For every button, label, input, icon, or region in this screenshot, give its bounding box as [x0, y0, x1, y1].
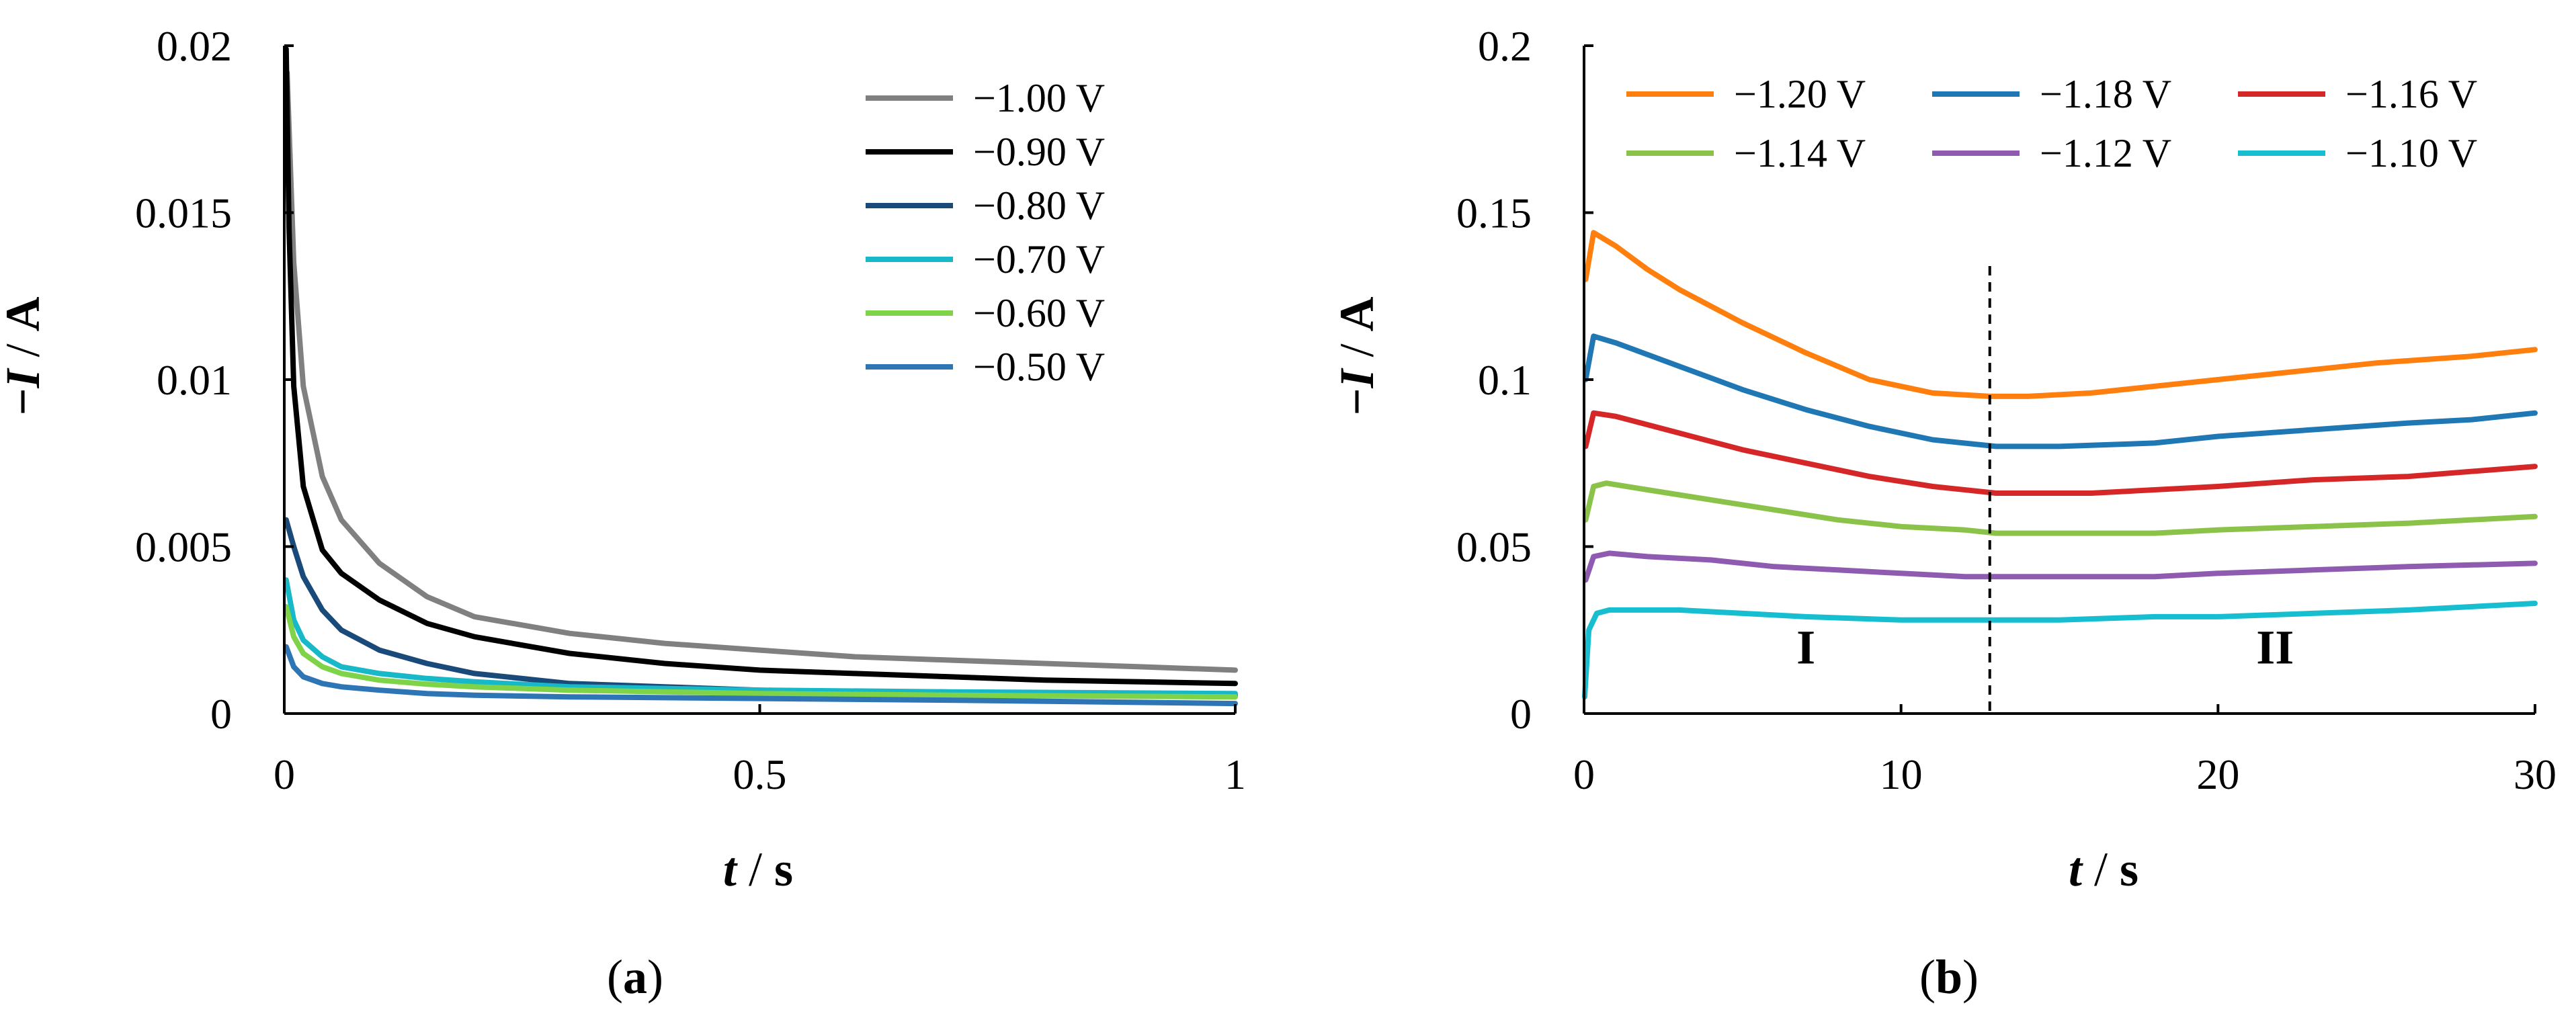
panel-b-x-tick-label: 10 — [1880, 750, 1923, 798]
panel-b-region-label-0: I — [1796, 620, 1815, 674]
panel-b-legend-label: −1.20 V — [1734, 72, 1866, 116]
panel-b-legend-label: −1.12 V — [2040, 131, 2171, 175]
panel-b-series-line-2 — [1583, 410, 2538, 496]
panel-a-legend-label: −0.60 V — [973, 291, 1105, 335]
panel-a-y-tick-label: 0 — [210, 690, 232, 738]
panel-b-region-label-1: II — [2256, 620, 2294, 674]
panel-a-y-tick-label: 0.01 — [157, 356, 232, 404]
panel-b-legend-label: −1.10 V — [2345, 131, 2477, 175]
panel-a-x-axis-label: t / s — [723, 843, 793, 896]
panel-a-series-line-4 — [283, 604, 1238, 700]
panel-b-plot-area: 00.050.10.150.20 10 20 30I II−1.20 V −1.18 V −… — [1456, 22, 2557, 798]
panel-b-series-line-5 — [1581, 601, 2538, 700]
panel-a: 0 0.005 0.01 0.015 0.02 0 0.5 1 −1.00 V −0.90 V −0… — [0, 22, 1246, 1004]
panel-a-series-line-0 — [284, 69, 1238, 673]
panel-b-y-tick-label: 0.1 — [1478, 356, 1532, 404]
panel-b-legend: −1.20 V −1.18 V −1.16 V −1.14 V −1.12 V −1.10… — [1626, 72, 2477, 175]
panel-b-series-line-1 — [1583, 333, 2538, 449]
panel-a-legend-label: −0.80 V — [973, 183, 1105, 228]
panel-a-series-line-5 — [283, 644, 1238, 707]
panel-b: 00.050.10.150.20 10 20 30I II−1.20 V −1.18 V −… — [1330, 22, 2557, 1004]
panel-a-series-line-3 — [283, 577, 1238, 697]
panel-b-series-line-4 — [1583, 550, 2538, 583]
panel-a-legend-label: −1.00 V — [973, 76, 1105, 120]
panel-b-y-axis-label: −I / A — [1330, 296, 1384, 415]
panel-b-legend-label: −1.14 V — [1734, 131, 1866, 175]
panel-b-series-group — [1581, 230, 2538, 700]
panel-b-x-tick-label: 0 — [1573, 750, 1595, 798]
panel-a-series-group — [283, 46, 1238, 707]
panel-a-x-tick-label: 1 — [1224, 750, 1246, 798]
panel-a-caption: (a) — [607, 950, 663, 1004]
panel-b-x-tick-label: 30 — [2513, 750, 2557, 798]
panel-a-legend-label: −0.70 V — [973, 237, 1105, 282]
panel-b-y-tick-label: 0.05 — [1456, 523, 1532, 571]
panel-b-legend-label: −1.16 V — [2345, 72, 2477, 116]
panel-a-y-tick-label: 0.015 — [135, 189, 232, 237]
panel-a-legend: −1.00 V −0.90 V −0.80 V −0.70 V −0.60 V −0.50… — [866, 76, 1105, 389]
panel-b-series-line-3 — [1583, 480, 2538, 536]
panel-b-legend-label: −1.18 V — [2040, 72, 2171, 116]
panel-a-series-line-1 — [283, 46, 1238, 687]
panel-b-series-line-0 — [1583, 230, 2538, 399]
panel-b-y-tick-label: 0.15 — [1456, 189, 1532, 237]
panel-a-x-tick-label: 0 — [274, 750, 295, 798]
panel-a-legend-label: −0.90 V — [973, 130, 1105, 174]
panel-b-y-tick-label: 0 — [1510, 690, 1532, 738]
panel-b-x-tick-label: 20 — [2196, 750, 2239, 798]
panel-b-x-axis-label: t / s — [2069, 843, 2138, 896]
panel-a-legend-label: −0.50 V — [973, 345, 1105, 389]
panel-a-y-tick-label: 0.005 — [135, 523, 232, 571]
panel-b-y-tick-label: 0.2 — [1478, 22, 1532, 70]
panel-a-y-tick-label: 0.02 — [157, 22, 232, 70]
panel-a-y-axis-label: −I / A — [0, 296, 50, 415]
panel-b-caption: (b) — [1919, 950, 1979, 1004]
panel-a-plot-area: 0 0.005 0.01 0.015 0.02 0 0.5 1 −1.00 V −0.90 V −0… — [135, 22, 1246, 798]
panel-a-x-tick-label: 0.5 — [733, 750, 787, 798]
